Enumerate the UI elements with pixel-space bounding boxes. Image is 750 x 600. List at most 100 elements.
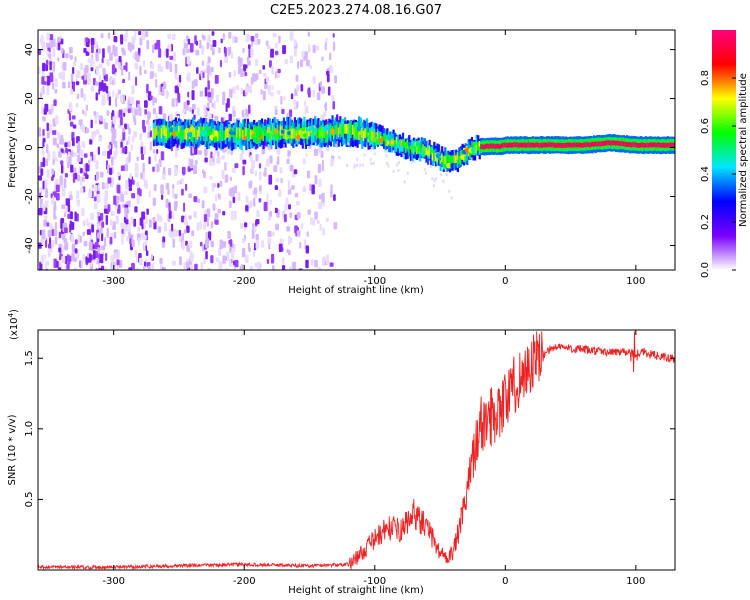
noise-speckle	[52, 61, 56, 72]
noise-speckle	[57, 132, 61, 140]
noise-speckle	[293, 169, 298, 175]
ridge-cell	[464, 149, 467, 163]
noise-speckle	[48, 124, 52, 133]
noise-speckle	[148, 219, 152, 228]
ridge-cell	[536, 142, 539, 148]
noise-speckle	[219, 59, 222, 68]
noise-speckle	[137, 226, 141, 232]
ridge-cell	[575, 142, 578, 148]
ridge-cell	[162, 124, 165, 135]
ridge-outlier	[385, 154, 388, 158]
noise-speckle	[251, 41, 254, 47]
noise-speckle	[49, 237, 52, 245]
noise-speckle	[211, 94, 214, 100]
noise-speckle	[331, 95, 335, 101]
ridge-cell	[193, 127, 196, 138]
y-tick-label: 40	[24, 43, 35, 56]
noise-speckle	[280, 95, 283, 105]
noise-speckle	[221, 170, 225, 180]
noise-speckle	[228, 188, 232, 196]
noise-speckle	[39, 92, 42, 99]
ridge-cell	[282, 128, 286, 139]
ridge-cell	[544, 142, 547, 148]
noise-speckle	[309, 183, 312, 192]
noise-speckle	[286, 158, 290, 165]
ridge-cell	[520, 142, 524, 148]
noise-speckle	[170, 230, 174, 239]
noise-speckle	[91, 44, 94, 54]
noise-speckle	[147, 269, 149, 270]
ridge-outlier	[346, 163, 349, 167]
noise-speckle	[61, 255, 66, 264]
noise-speckle	[139, 133, 143, 141]
noise-speckle	[307, 44, 311, 54]
ridge-cell	[583, 142, 586, 148]
noise-speckle	[152, 166, 155, 172]
noise-speckle	[68, 112, 71, 121]
noise-speckle	[269, 199, 272, 205]
y-tick-label: 0	[24, 144, 35, 150]
noise-speckle	[86, 218, 89, 227]
noise-speckle	[222, 211, 226, 216]
noise-speckle	[128, 267, 133, 270]
noise-speckle	[71, 235, 75, 242]
noise-speckle	[155, 78, 158, 88]
noise-speckle	[269, 155, 273, 164]
noise-speckle	[299, 242, 302, 249]
ridge-cell	[461, 149, 464, 158]
noise-speckle	[239, 265, 244, 270]
ridge-outlier	[337, 155, 340, 159]
noise-speckle	[220, 38, 223, 44]
noise-speckle	[124, 207, 128, 218]
noise-speckle	[316, 219, 320, 224]
noise-speckle	[114, 97, 118, 107]
noise-speckle	[266, 44, 271, 50]
ridge-cell	[284, 129, 287, 140]
ridge-cell	[480, 144, 483, 149]
ridge-cell	[488, 143, 491, 149]
noise-speckle	[306, 59, 310, 67]
noise-speckle	[189, 42, 194, 53]
noise-speckle	[122, 127, 125, 133]
noise-speckle	[299, 59, 304, 68]
noise-speckle	[147, 122, 151, 133]
noise-speckle	[128, 151, 131, 162]
noise-speckle	[145, 250, 149, 256]
noise-speckle	[160, 263, 163, 270]
noise-speckle	[226, 251, 230, 262]
noise-speckle	[317, 146, 320, 154]
ridge-outlier	[450, 196, 453, 200]
ridge-cell	[538, 143, 541, 148]
noise-speckle	[242, 237, 246, 244]
noise-speckle	[159, 257, 163, 264]
ridge-cell	[524, 142, 527, 148]
noise-speckle	[46, 132, 50, 139]
noise-speckle	[190, 253, 194, 262]
ridge-cell	[478, 140, 481, 149]
noise-speckle	[54, 236, 58, 245]
ridge-cell	[556, 142, 560, 148]
noise-speckle	[110, 232, 114, 238]
ridge-blob	[212, 136, 219, 142]
noise-speckle	[58, 243, 63, 248]
ridge-outlier	[353, 165, 356, 169]
noise-speckle	[199, 90, 203, 97]
noise-speckle	[284, 203, 288, 211]
ridge-cell	[184, 129, 187, 140]
noise-speckle	[329, 262, 334, 267]
noise-speckle	[128, 223, 131, 233]
noise-speckle	[133, 131, 138, 138]
ridge-cell	[221, 131, 224, 142]
ridge-cell	[248, 127, 251, 138]
noise-speckle	[187, 157, 190, 166]
noise-speckle	[245, 205, 249, 212]
ridge-cell	[455, 155, 458, 164]
noise-speckle	[103, 208, 108, 214]
noise-speckle	[286, 248, 289, 254]
noise-speckle	[325, 254, 330, 265]
noise-speckle	[88, 241, 93, 251]
noise-speckle	[234, 259, 239, 268]
ridge-outlier	[397, 168, 400, 172]
ridge-cell	[525, 142, 528, 148]
